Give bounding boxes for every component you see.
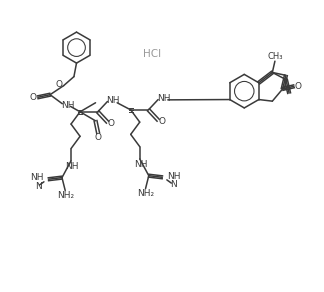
Text: NH: NH [168, 171, 181, 180]
Text: N: N [35, 182, 41, 191]
Text: HCl: HCl [143, 49, 161, 59]
Text: O: O [158, 117, 166, 126]
Text: NH: NH [65, 161, 78, 171]
Text: O: O [108, 119, 115, 128]
Text: NH: NH [157, 94, 170, 103]
Text: NH₂: NH₂ [57, 191, 74, 199]
Text: NH: NH [30, 173, 44, 182]
Text: N: N [170, 180, 177, 189]
Text: CH₃: CH₃ [268, 52, 283, 61]
Text: O: O [95, 133, 102, 142]
Text: O: O [56, 80, 63, 89]
Text: NH₂: NH₂ [137, 189, 154, 198]
Text: NH: NH [61, 100, 75, 110]
Text: NH: NH [133, 159, 147, 168]
Text: O: O [30, 93, 37, 102]
Text: O: O [295, 82, 302, 91]
Text: NH: NH [106, 96, 120, 105]
